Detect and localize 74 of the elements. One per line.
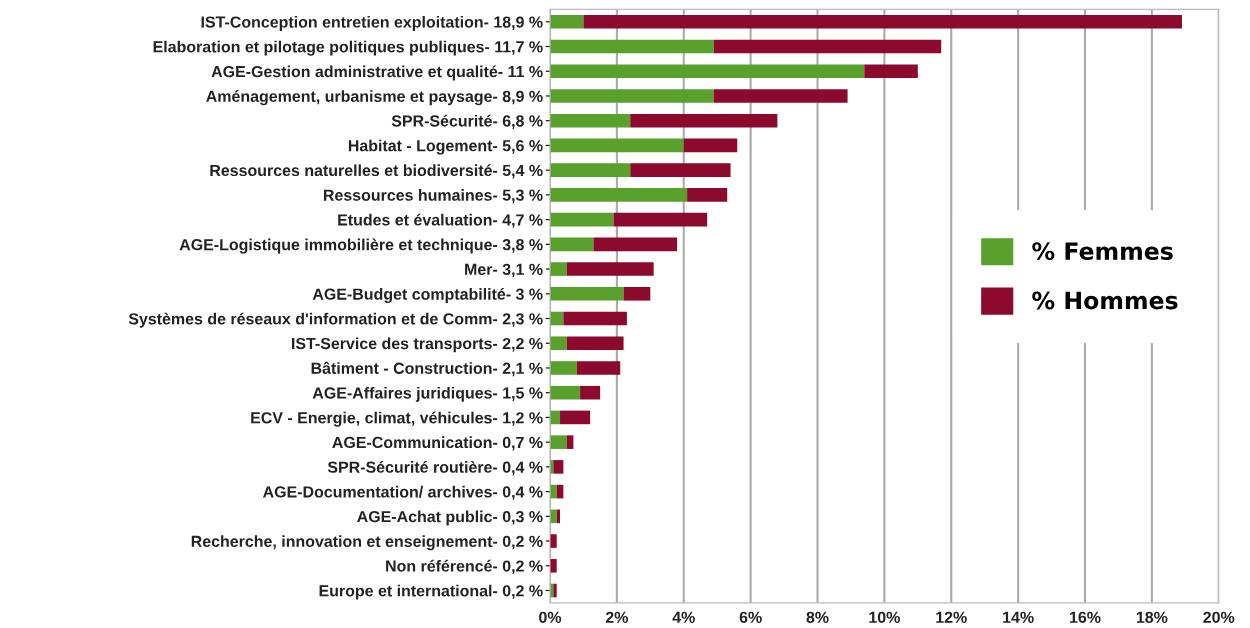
- y-tick-label: SPR-Sécurité- 6,8 %: [391, 114, 543, 129]
- bar: [550, 212, 614, 227]
- bar: [550, 286, 624, 301]
- bar: [560, 410, 591, 425]
- bar: [550, 534, 557, 548]
- bar: [550, 89, 714, 103]
- y-tick-label: AGE-Logistique immobilière et technique- 3,8 %: [179, 238, 543, 254]
- bar: [566, 336, 624, 351]
- bar: [550, 262, 567, 276]
- y-tick-label: Non référencé- 0,2 %: [386, 559, 543, 575]
- y-tick-label: Habitat - Logement- 5,6 %: [348, 139, 543, 155]
- bar: [683, 138, 738, 153]
- legend-label: % Femmes: [1032, 242, 1173, 261]
- bar: [630, 113, 778, 128]
- x-tick-label: 16%: [1070, 611, 1101, 623]
- bar: [583, 14, 1182, 29]
- x-tick-label: 12%: [936, 611, 967, 623]
- bar: [593, 237, 678, 252]
- x-tick-label: 0%: [539, 611, 562, 623]
- y-tick-label: ECV - Energie, climat, véhicules- 1,2 %: [251, 411, 543, 427]
- y-tick-label: IST-Conception entretien exploitation- 18,9 %: [201, 16, 543, 31]
- y-tick-label: Ressources naturelles et biodiversité- 5,4 %: [210, 164, 543, 179]
- x-tick-label: 6%: [739, 611, 762, 623]
- x-tick-label: 14%: [1003, 611, 1034, 623]
- y-tick-label: Bâtiment - Construction- 2,1 %: [311, 361, 543, 377]
- y-tick-label: Europe et international- 0,2 %: [319, 584, 543, 600]
- bar: [550, 113, 631, 128]
- y-tick-label: Elaboration et pilotage politiques publiques- 11,7 %: [153, 40, 543, 56]
- bar: [550, 14, 584, 29]
- bar: [576, 361, 621, 375]
- bar: [713, 39, 942, 54]
- bar: [550, 163, 631, 177]
- bar: [550, 39, 714, 54]
- x-tick-label: 2%: [605, 611, 628, 623]
- y-tick-label: Etudes et évaluation- 4,7 %: [338, 213, 543, 228]
- y-tick-label: Recherche, innovation et enseignement- 0,2 %: [191, 535, 543, 551]
- bar: [566, 435, 574, 449]
- bar: [550, 64, 865, 79]
- y-tick-label: AGE-Budget comptabilité- 3 %: [312, 287, 543, 304]
- legend-label: % Hommes: [1032, 291, 1178, 310]
- x-tick-label: 4%: [672, 611, 695, 623]
- y-tick-label: AGE-Communication- 0,7 %: [332, 436, 543, 451]
- bar: [550, 188, 688, 202]
- x-tick-label: 10%: [869, 611, 900, 623]
- bar: [563, 311, 627, 326]
- bar: [550, 558, 557, 573]
- bar: [687, 188, 728, 202]
- y-tick-label: Ressources humaines- 5,3 %: [323, 189, 543, 204]
- bar: [550, 336, 567, 351]
- y-tick-label: Systèmes de réseaux d'information et de Comm- 2,3 %: [128, 312, 543, 328]
- bar: [613, 212, 708, 227]
- bar: [713, 89, 848, 103]
- bar: [550, 361, 577, 375]
- x-tick-label: 18%: [1136, 611, 1168, 623]
- bar: [630, 163, 731, 177]
- x-tick-label: 20%: [1203, 611, 1235, 623]
- y-tick-label: Aménagement, urbanisme et paysage- 8,9 %: [206, 90, 543, 106]
- bar: [864, 64, 918, 79]
- y-tick-label: Mer- 3,1 %: [465, 263, 543, 278]
- bar: [566, 262, 654, 276]
- y-tick-label: AGE-Documentation/ archives- 0,4 %: [263, 485, 543, 500]
- bar: [553, 460, 564, 474]
- bar: [550, 237, 594, 252]
- bar: [550, 385, 581, 400]
- y-tick-label: SPR-Sécurité routière- 0,4 %: [327, 460, 543, 476]
- x-tick-label: 8%: [806, 611, 829, 623]
- bar: [550, 435, 567, 449]
- y-tick-label: AGE-Achat public- 0,3 %: [357, 510, 543, 526]
- y-tick-label: AGE-Affaires juridiques- 1,5 %: [312, 386, 543, 402]
- bar: [623, 286, 651, 301]
- bar: [580, 385, 601, 400]
- bar: [550, 138, 684, 153]
- y-tick-label: IST-Service des transports- 2,2 %: [292, 337, 543, 353]
- y-tick-label: AGE-Gestion administrative et qualité- 11 %: [211, 65, 543, 81]
